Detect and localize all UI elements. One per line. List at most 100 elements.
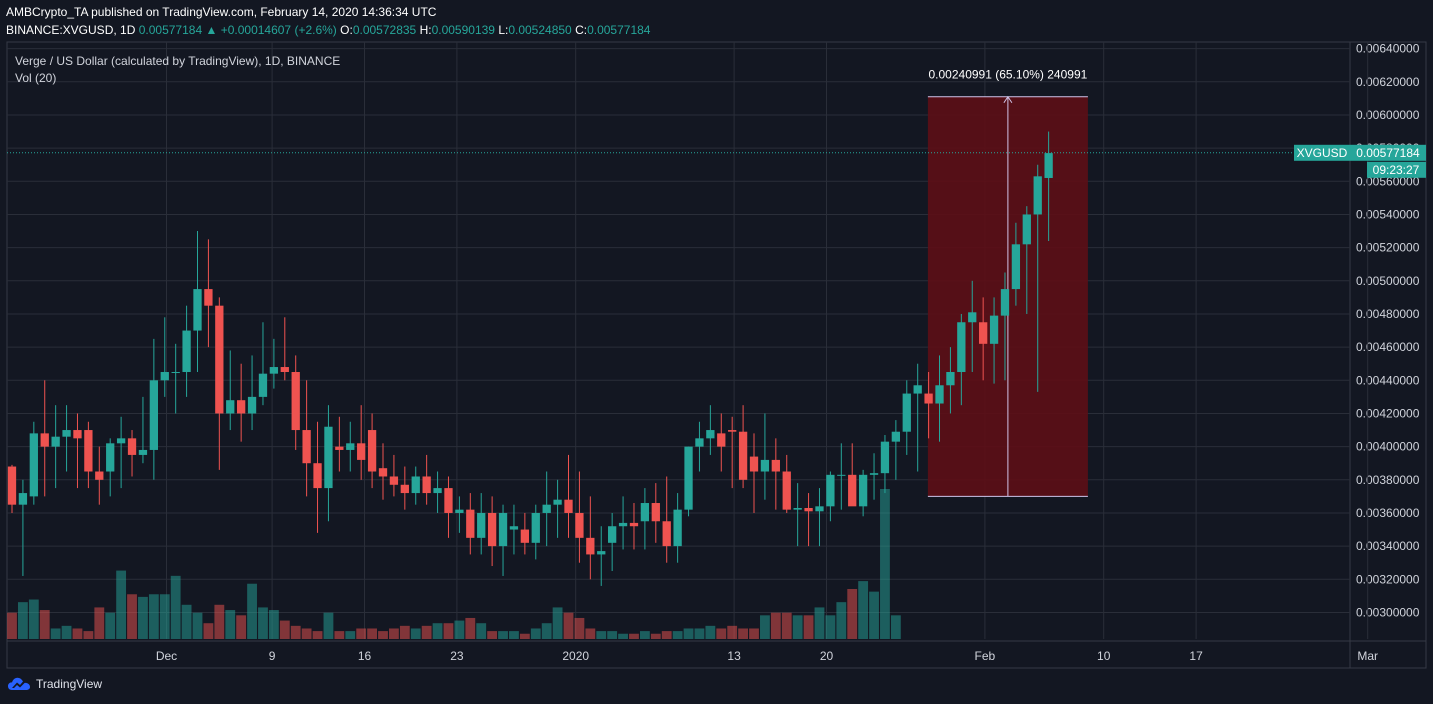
volume-bar [683, 628, 694, 639]
volume-bar [574, 617, 585, 639]
volume-bar [530, 628, 541, 639]
candle-body [760, 459, 770, 472]
candle-body [160, 372, 169, 381]
volume-bar [727, 625, 738, 639]
volume-bar [334, 631, 345, 639]
y-tick-label: 0.00340000 [1356, 539, 1420, 553]
volume-bar [83, 631, 94, 639]
measure-label: 0.00240991 (65.10%) 240991 [928, 68, 1087, 82]
volume-bar [214, 604, 225, 639]
volume-bar [792, 615, 803, 639]
x-tick-label: 9 [269, 649, 276, 663]
candle-body [149, 380, 159, 450]
volume-bar [378, 631, 388, 639]
volume-bar [847, 589, 858, 639]
volume-bar [760, 615, 770, 639]
candle-body [935, 385, 944, 404]
volume-bar [421, 625, 432, 639]
x-tick-label: Feb [975, 649, 996, 663]
candle-body [422, 476, 431, 494]
candle-body [902, 393, 911, 432]
volume-bar [127, 594, 137, 639]
candle-body [869, 473, 879, 475]
candle-body [749, 456, 759, 472]
volume-bar [258, 607, 268, 639]
chart-legend-title: Verge / US Dollar (calculated by Trading… [15, 54, 341, 68]
volume-bar [170, 575, 181, 639]
volume-bar [72, 628, 83, 639]
volume-bar [465, 617, 476, 639]
low-label: L: [498, 23, 509, 37]
y-tick-label: 0.00620000 [1356, 75, 1420, 89]
y-tick-label: 0.00360000 [1356, 506, 1420, 520]
candle-body [378, 468, 388, 477]
open-value: 0.00572835 [352, 23, 417, 37]
y-tick-label: 0.00380000 [1356, 473, 1420, 487]
candle-body [215, 305, 224, 414]
x-tick-label: 13 [727, 649, 741, 663]
candle-body [7, 466, 17, 505]
volume-bar [596, 631, 607, 639]
candle-body [291, 372, 300, 431]
candle-body [1000, 289, 1010, 316]
candle-body [782, 471, 791, 510]
candle-body [127, 438, 137, 455]
candle-body [597, 551, 606, 555]
volume-bar [301, 628, 312, 639]
close-value: 0.00577184 [587, 23, 651, 37]
candle-body [389, 476, 399, 485]
candle-body [1011, 244, 1021, 290]
volume-bar [869, 591, 879, 639]
publish-line: AMBCrypto_TA published on TradingView.co… [6, 5, 437, 19]
candle-body [684, 446, 693, 510]
candle-body [226, 400, 235, 414]
volume-bar [432, 623, 443, 639]
x-tick-label: Mar [1357, 649, 1378, 663]
volume-bar [247, 583, 257, 639]
candle-body [487, 512, 497, 547]
price-tag-label: 0.00577184 [1356, 146, 1420, 160]
volume-bar [607, 631, 618, 639]
volume-bar [738, 628, 749, 639]
candle-body [979, 322, 988, 344]
volume-bar [345, 631, 356, 639]
candle-body [618, 522, 628, 527]
volume-bar [563, 612, 574, 639]
volume-bar [749, 628, 759, 639]
volume-bar [410, 628, 421, 639]
ohlc-line: BINANCE:XVGUSD, 1D 0.00577184 ▲ +0.00014… [6, 23, 650, 37]
volume-bar [880, 489, 890, 639]
volume-bar [694, 628, 705, 639]
candle-body [51, 436, 60, 447]
volume-bar [323, 612, 334, 639]
candle-body [771, 459, 780, 472]
candle-body [520, 529, 530, 543]
volume-bar [705, 625, 716, 639]
candle-body [913, 385, 922, 394]
volume-bar [618, 633, 628, 639]
volume-bar [192, 612, 203, 639]
candle-body [247, 396, 257, 414]
volume-bar [454, 620, 465, 639]
y-tick-label: 0.00420000 [1356, 406, 1420, 420]
x-tick-label: 2020 [562, 649, 589, 663]
volume-bar [105, 612, 116, 639]
candle-body [73, 430, 82, 439]
volume-bar [18, 602, 28, 639]
candle-body [324, 426, 333, 489]
candle-body [640, 503, 650, 522]
candle-body [848, 474, 857, 507]
countdown-tag [1367, 161, 1426, 178]
candle-body [924, 393, 933, 404]
candle-body [880, 441, 890, 474]
candle-body [553, 499, 562, 505]
candle-body [662, 521, 671, 547]
candle-body [673, 509, 682, 547]
tradingview-logo[interactable]: TradingView [8, 677, 102, 691]
volume-bar [268, 610, 279, 639]
volume-bar [650, 633, 661, 639]
volume-bar [236, 615, 247, 639]
candle-body [280, 367, 289, 373]
candle-body [18, 493, 28, 505]
